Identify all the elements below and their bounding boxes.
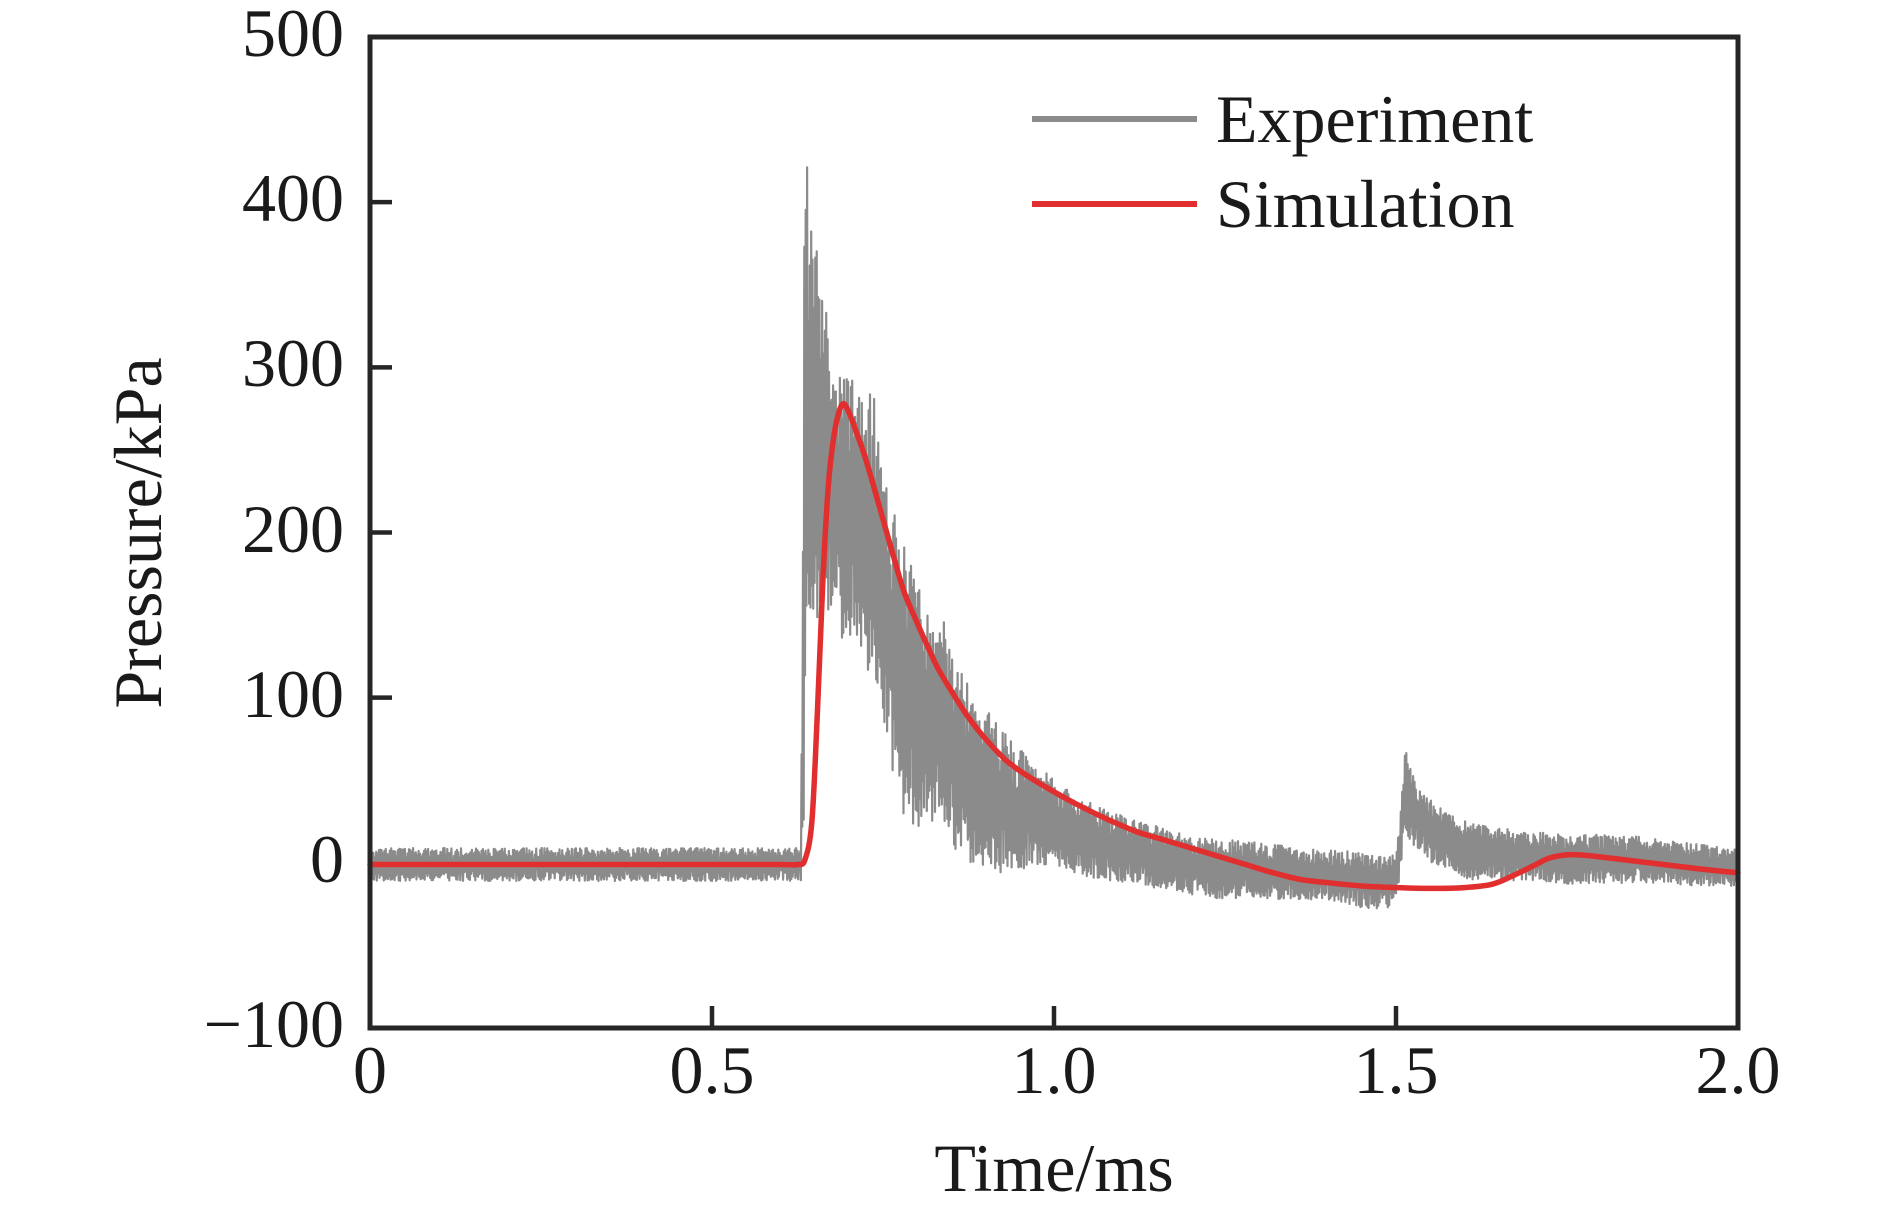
y-tick-label: 0 — [310, 821, 344, 897]
y-tick-label: −100 — [203, 986, 344, 1062]
x-tick-label: 1.5 — [1353, 1032, 1439, 1108]
x-tick-label: 0 — [353, 1032, 387, 1108]
simulation-series-line — [367, 400, 1741, 892]
experiment-series-line — [368, 166, 1740, 910]
y-tick-label: 200 — [242, 491, 344, 567]
legend: Experiment Simulation — [1032, 76, 1533, 246]
y-axis-title: Pressure/kPa — [100, 357, 176, 709]
experiment-legend-label: Experiment — [1216, 80, 1534, 157]
legend-entry-simulation: Simulation — [1032, 161, 1533, 246]
x-tick-label: 0.5 — [669, 1032, 755, 1108]
y-tick-label: 500 — [242, 0, 344, 71]
legend-entry-experiment: Experiment — [1032, 76, 1533, 161]
x-tick-label: 1.0 — [1011, 1032, 1097, 1108]
x-axis-title: Time/ms — [934, 1130, 1174, 1206]
simulation-legend-line — [1032, 200, 1197, 207]
x-tick-label: 2.0 — [1695, 1032, 1781, 1108]
y-tick-label: 400 — [242, 160, 344, 236]
experiment-legend-line — [1032, 115, 1197, 122]
y-tick-label: 100 — [242, 656, 344, 732]
axes-frame — [367, 34, 1741, 1031]
simulation-legend-label: Simulation — [1216, 165, 1515, 242]
y-tick-label: 300 — [242, 325, 344, 401]
